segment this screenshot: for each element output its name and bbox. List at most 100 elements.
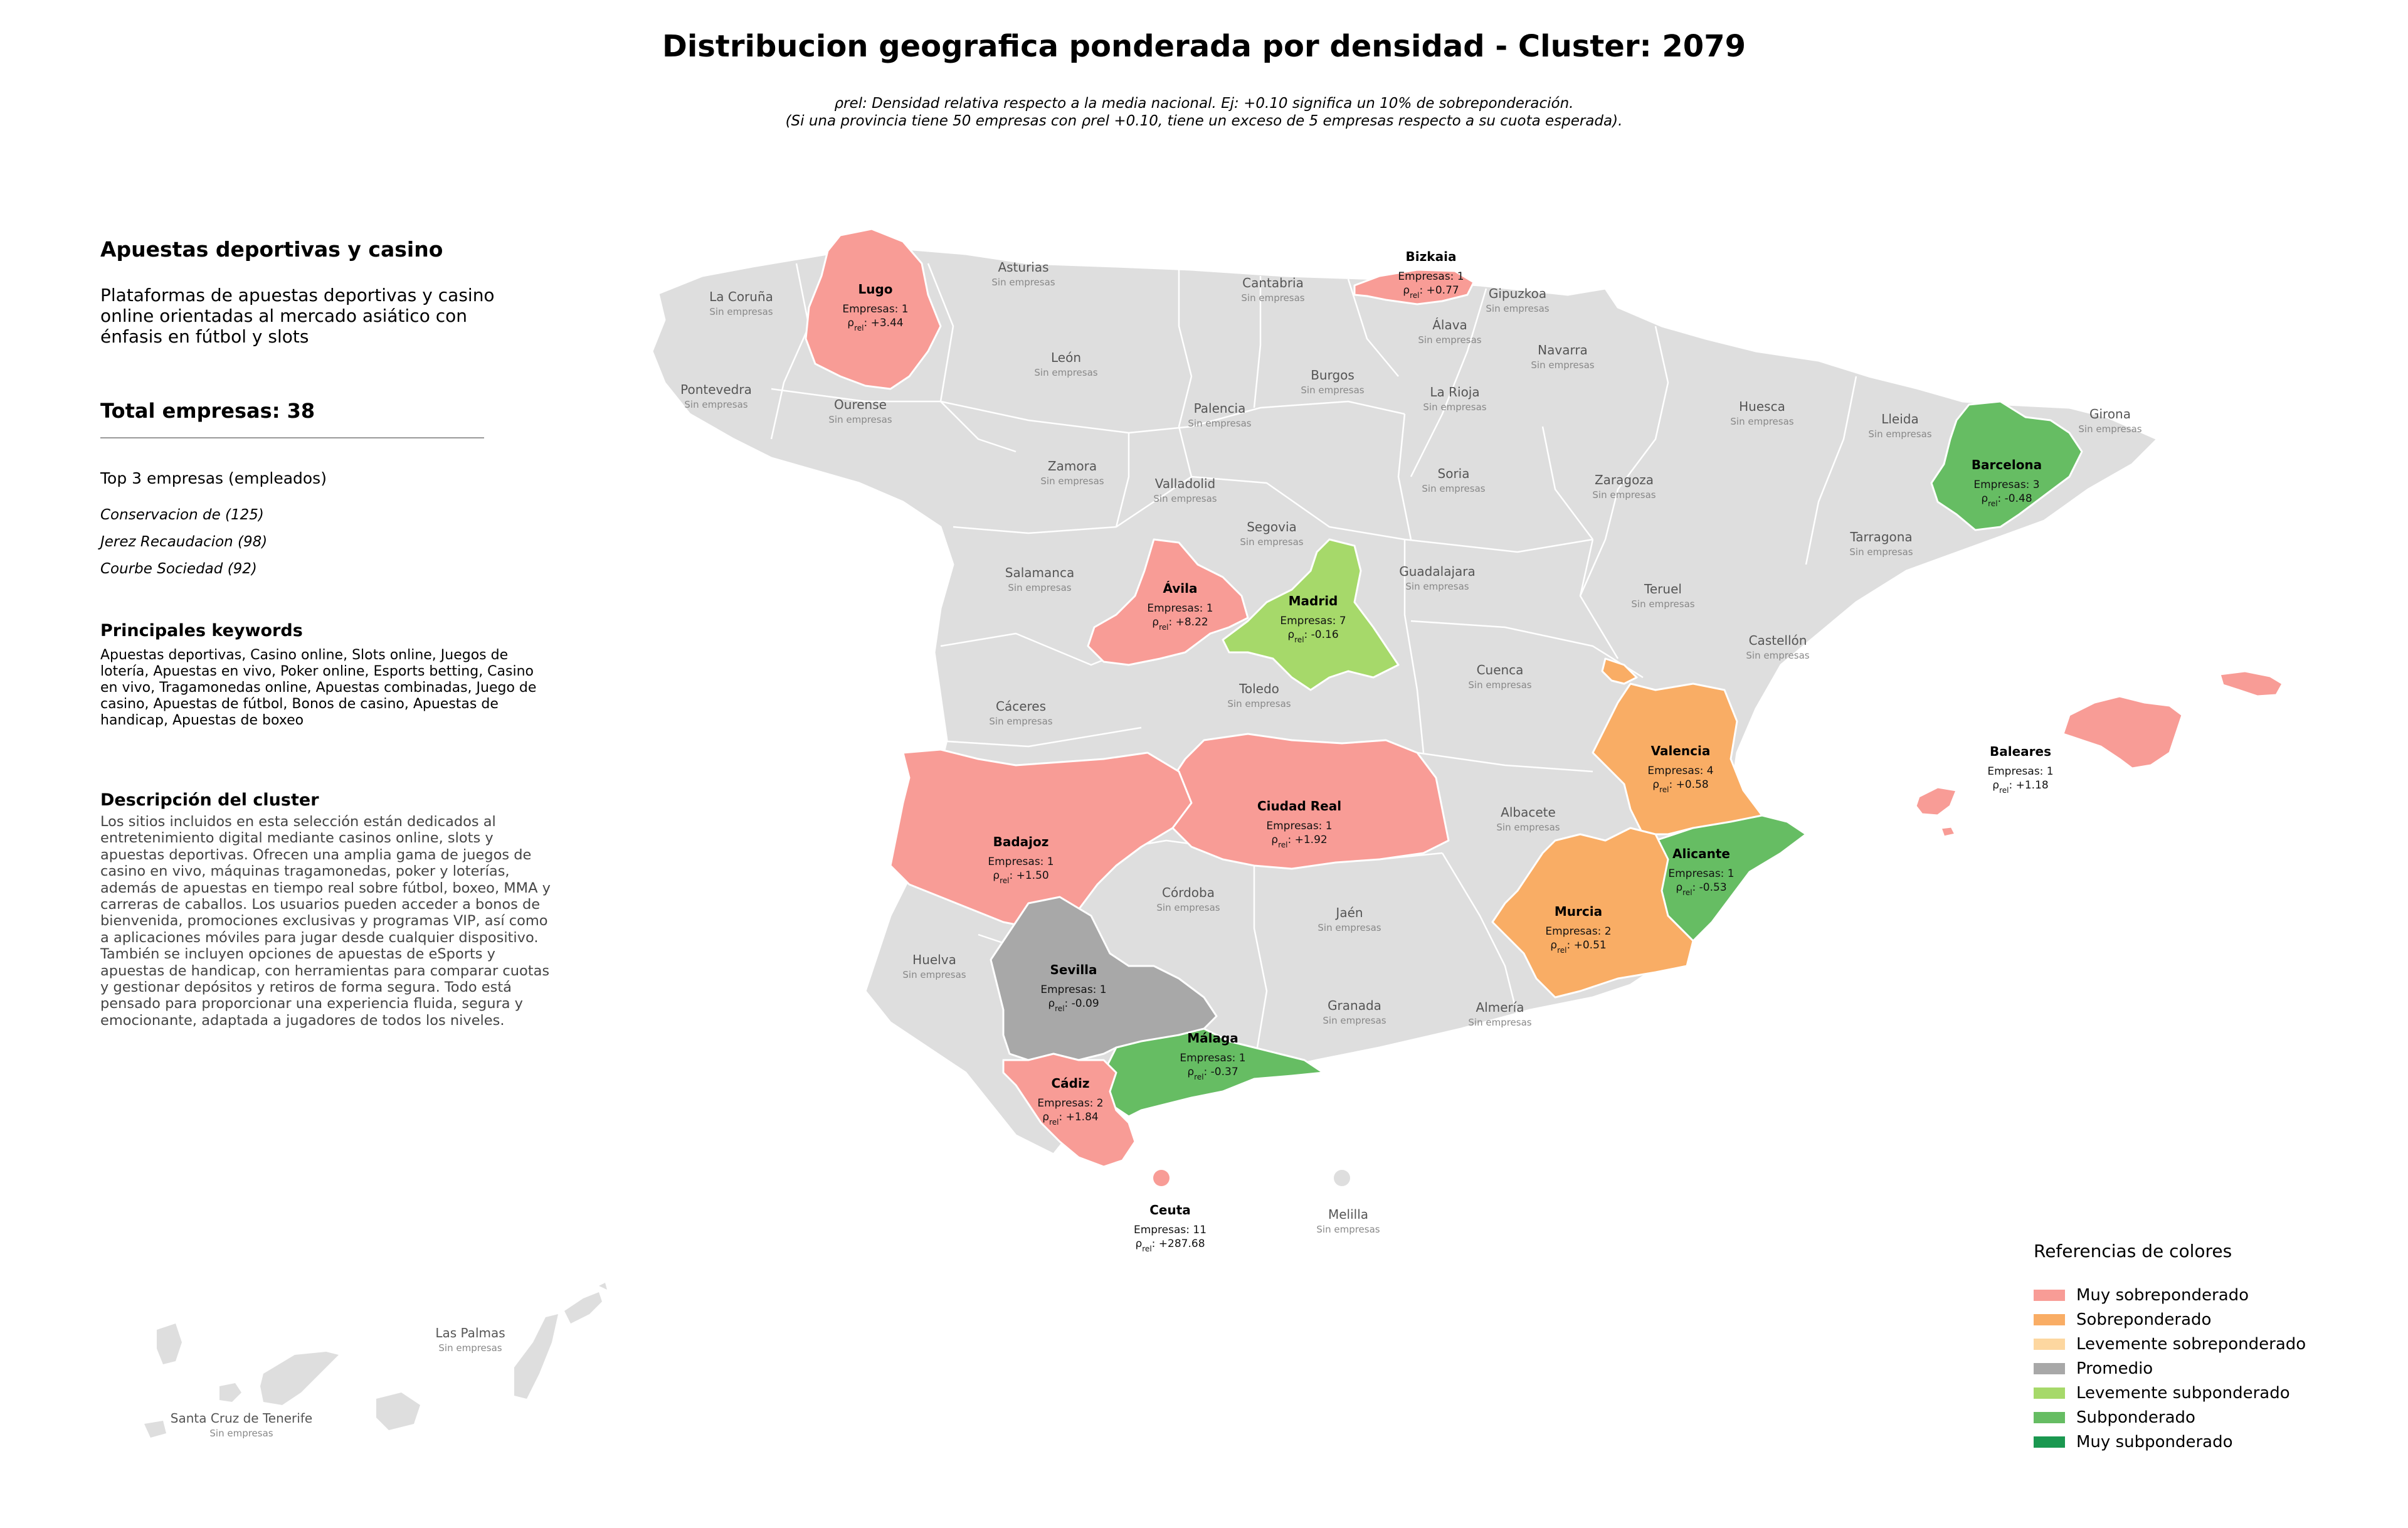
legend-item-muy-sobreponderado: Muy sobreponderado: [2034, 1286, 2249, 1305]
province-empty-note: Sin empresas: [1227, 698, 1291, 709]
province-rho-barcelona: ρrel: -0.48: [1981, 492, 2032, 508]
top-company-1: Conservacion de (125): [100, 507, 264, 523]
province-label-ciudad-real: Ciudad Real: [1257, 798, 1341, 814]
province-label-teruel: Teruel: [1644, 581, 1682, 597]
province-label-cantabria: Cantabria: [1242, 275, 1304, 290]
province-empty-note: Sin empresas: [902, 969, 966, 980]
province-empty-note: Sin empresas: [1868, 428, 1931, 440]
island-mallorca: [2062, 695, 2184, 770]
province-label-albacete: Albacete: [1501, 805, 1556, 820]
legend-item-sobreponderado: Sobreponderado: [2034, 1310, 2211, 1329]
province-rho-baleares: ρrel: +1.18: [1992, 779, 2048, 795]
ceuta-marker: [1153, 1170, 1170, 1186]
province-lugo: [805, 228, 942, 390]
province-count-madrid: Empresas: 7: [1280, 615, 1346, 627]
keywords-list: Apuestas deportivas, Casino online, Slot…: [100, 647, 537, 728]
province-label-cuenca: Cuenca: [1477, 662, 1524, 677]
province-label-badajoz: Badajoz: [993, 834, 1049, 849]
province-madrid: [1222, 538, 1400, 691]
province-label-cadiz: Cádiz: [1052, 1076, 1090, 1091]
legend-swatch: [2034, 1314, 2065, 1325]
province-label-ceuta: Ceuta: [1149, 1202, 1191, 1218]
province-count-bizkaia: Empresas: 1: [1398, 270, 1464, 283]
province-label-tarragona: Tarragona: [1849, 529, 1912, 544]
keywords-heading: Principales keywords: [100, 621, 303, 640]
province-count-cadiz: Empresas: 2: [1037, 1097, 1103, 1110]
province-count-sevilla: Empresas: 1: [1040, 984, 1106, 996]
province-empty-note: Sin empresas: [1008, 582, 1071, 593]
legend-title: Referencias de colores: [2034, 1241, 2232, 1261]
province-label-huelva: Huelva: [912, 952, 956, 967]
province-count-lugo: Empresas: 1: [842, 303, 908, 316]
province-rho-lugo: ρrel: +3.44: [847, 317, 903, 332]
province-label-la-coruna: La Coruña: [709, 289, 773, 304]
province-empty-note: Sin empresas: [209, 1428, 273, 1439]
province-empty-note: Sin empresas: [1301, 385, 1364, 396]
province-valencia-enclave: [1601, 657, 1638, 685]
province-label-zaragoza: Zaragoza: [1595, 472, 1654, 487]
province-rho-murcia: ρrel: +0.51: [1550, 939, 1606, 955]
province-rho-ceuta: ρrel: +287.68: [1135, 1238, 1205, 1253]
province-empty-note: Sin empresas: [1318, 922, 1381, 933]
province-label-granada: Granada: [1328, 998, 1381, 1013]
province-label-alava: Álava: [1432, 317, 1467, 332]
province-label-las-palmas: Las Palmas: [435, 1325, 505, 1340]
province-rho-malaga: ρrel: -0.37: [1187, 1066, 1238, 1081]
province-rho-badajoz: ρrel: +1.50: [993, 869, 1048, 885]
legend-label: Subponderado: [2076, 1408, 2195, 1427]
province-count-baleares: Empresas: 1: [1987, 765, 2053, 778]
province-label-valladolid: Valladolid: [1155, 476, 1216, 491]
province-empty-note: Sin empresas: [709, 306, 773, 317]
island-ibiza: [1914, 786, 1958, 817]
province-empty-note: Sin empresas: [1531, 359, 1594, 371]
province-empty-note: Sin empresas: [1849, 546, 1913, 558]
province-empty-note: Sin empresas: [1240, 536, 1303, 548]
province-label-gipuzkoa: Gipuzkoa: [1489, 286, 1546, 301]
province-count-murcia: Empresas: 2: [1545, 925, 1611, 938]
province-rho-madrid: ρrel: -0.16: [1287, 629, 1338, 644]
province-label-madrid: Madrid: [1289, 593, 1338, 608]
island-formentera: [1940, 825, 1956, 838]
legend-swatch: [2034, 1363, 2065, 1374]
province-label-leon: León: [1051, 350, 1081, 365]
province-empty-note: Sin empresas: [1316, 1224, 1380, 1235]
province-label-murcia: Murcia: [1555, 904, 1602, 919]
province-empty-note: Sin empresas: [1422, 483, 1485, 494]
province-label-huesca: Huesca: [1739, 399, 1785, 414]
province-label-malaga: Málaga: [1187, 1031, 1238, 1046]
legend-item-muy-subponderado: Muy subponderado: [2034, 1433, 2233, 1451]
province-bizkaia: [1353, 268, 1475, 305]
province-rho-sevilla: ρrel: -0.09: [1048, 997, 1099, 1013]
legend-swatch: [2034, 1387, 2065, 1399]
subtitle-line-2: (Si una provincia tiene 50 empresas con …: [785, 113, 1623, 129]
province-label-sevilla: Sevilla: [1050, 962, 1097, 977]
top-company-2: Jerez Recaudacion (98): [100, 534, 268, 550]
melilla-marker: [1334, 1170, 1350, 1186]
legend-label: Muy sobreponderado: [2076, 1286, 2249, 1305]
province-label-la-rioja: La Rioja: [1430, 385, 1479, 400]
legend-item-promedio: Promedio: [2034, 1359, 2153, 1378]
cluster-name-heading: Apuestas deportivas y casino: [100, 237, 443, 262]
province-label-zamora: Zamora: [1048, 459, 1097, 474]
legend-swatch: [2034, 1412, 2065, 1423]
province-empty-note: Sin empresas: [1746, 650, 1809, 661]
province-murcia: [1491, 827, 1694, 999]
province-label-pontevedra: Pontevedra: [680, 382, 752, 397]
legend-item-levemente-sobreponderado: Levemente sobreponderado: [2034, 1335, 2306, 1354]
province-label-soria: Soria: [1438, 466, 1470, 481]
subtitle-line-1: ρrel: Densidad relativa respecto a la me…: [834, 95, 1574, 112]
province-empty-note: Sin empresas: [1468, 1017, 1531, 1028]
province-rho-alicante: ρrel: -0.53: [1676, 881, 1726, 897]
province-label-asturias: Asturias: [998, 260, 1048, 275]
province-label-girona: Girona: [2089, 406, 2131, 422]
province-label-palencia: Palencia: [1194, 401, 1246, 416]
province-label-cordoba: Córdoba: [1162, 885, 1215, 900]
province-empty-note: Sin empresas: [1405, 581, 1469, 592]
province-empty-note: Sin empresas: [989, 716, 1052, 727]
province-label-lugo: Lugo: [858, 282, 892, 297]
province-label-burgos: Burgos: [1311, 368, 1354, 383]
province-rho-valencia: ρrel: +0.58: [1652, 778, 1708, 794]
province-label-ourense: Ourense: [834, 397, 887, 412]
province-barcelona: [1930, 400, 2083, 531]
